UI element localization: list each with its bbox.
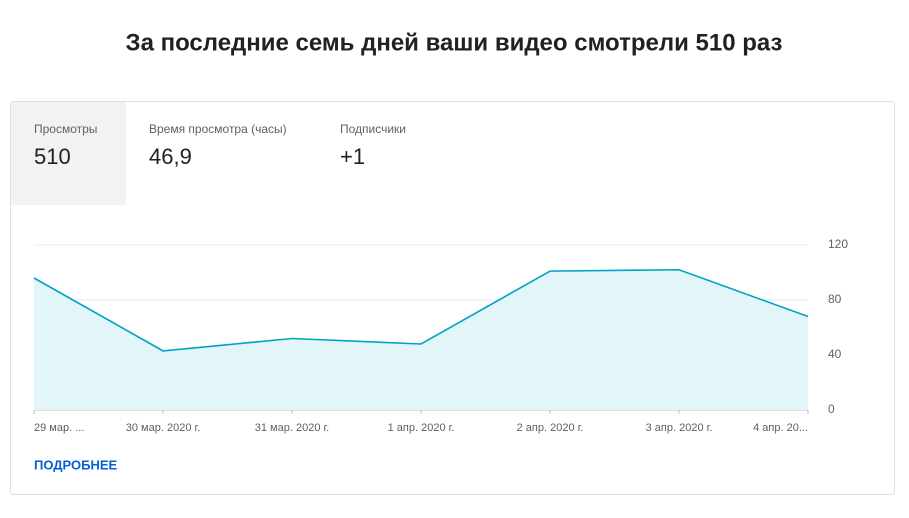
x-tick-label: 3 апр. 2020 г. [646,422,713,434]
x-tick-label: 2 апр. 2020 г. [517,422,584,434]
y-tick-label: 120 [828,237,848,251]
page-title: За последние семь дней ваши видео смотре… [126,29,783,56]
tab-label[interactable]: Просмотры [34,122,97,136]
card [10,101,895,495]
more-link[interactable]: ПОДРОБНЕЕ [34,457,118,472]
tab-value[interactable]: +1 [340,144,365,169]
tab-label[interactable]: Время просмотра (часы) [149,122,287,136]
x-tick-label: 30 мар. 2020 г. [126,422,200,434]
tabs: Просмотры 510 Время просмотра (часы) 46,9 По… [11,102,406,205]
x-tick-label: 29 мар. ... [34,422,84,434]
plot: 0 40 80 120 29 мар. ... 30 мар. 2020 г. 31 мар… [33,237,848,434]
y-tick-label: 40 [828,347,842,361]
y-tick-label: 0 [828,402,835,416]
x-tick-label: 1 апр. 2020 г. [388,422,455,434]
x-tick-label: 31 мар. 2020 г. [255,422,329,434]
tab-value[interactable]: 46,9 [149,144,192,169]
line [33,268,809,352]
y-tick-label: 80 [828,292,842,306]
area [34,269,808,410]
tab-label[interactable]: Подписчики [340,122,406,136]
x-tick-label: 4 апр. 20... [753,422,808,434]
tab-value[interactable]: 510 [34,144,71,169]
tab-selected-bg [11,102,126,205]
